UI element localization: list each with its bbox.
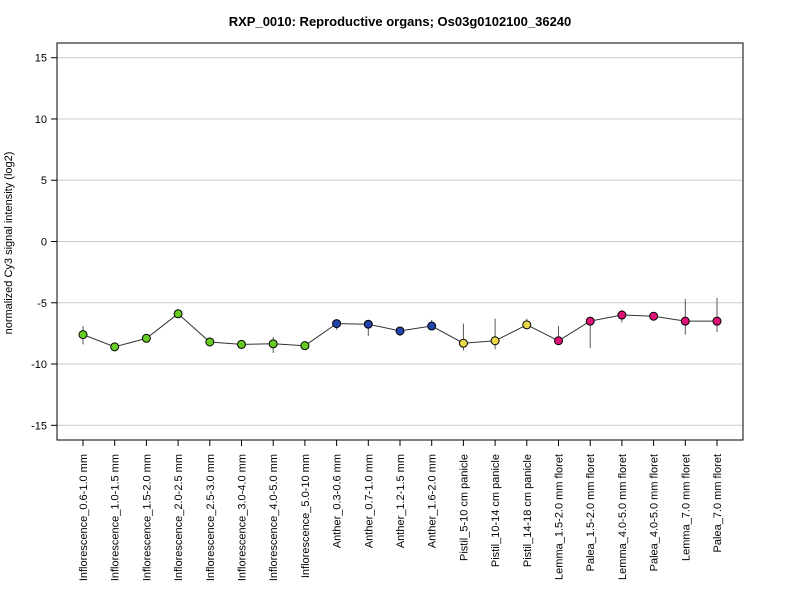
x-tick-label: Inflorescence_1.0-1.5 mm [110, 454, 122, 581]
data-point [617, 310, 627, 320]
plot-frame [56, 42, 744, 441]
y-tick-label: 15 [35, 53, 47, 65]
x-tick-label: Lemma_4.0-5.0 mm floret [617, 454, 629, 580]
gridlines [57, 57, 743, 426]
x-tick-label: Inflorescence_0.6-1.0 mm [78, 454, 90, 581]
data-point [363, 319, 373, 329]
data-point [712, 316, 722, 326]
x-tick-label: Inflorescence_2.5-3.0 mm [205, 454, 217, 581]
data-point [649, 311, 659, 321]
x-tick-label: Palea_7.0 mm floret [712, 454, 724, 552]
x-tick-label: Inflorescence_4.0-5.0 mm [268, 454, 280, 581]
x-tick-label: Pistil_10-14 cm panicle [490, 454, 502, 567]
x-tick-label: Lemma_1.5-2.0 mm floret [554, 454, 566, 580]
data-point [78, 330, 88, 340]
data-point [332, 319, 342, 329]
x-tick-label: Anther_0.3-0.6 mm [332, 454, 344, 548]
x-tick-label: Inflorescence_2.0-2.5 mm [173, 454, 185, 581]
data-point [300, 341, 310, 351]
x-tick-label: Pistil_5-10 cm panicle [458, 454, 470, 561]
data-point [141, 333, 151, 343]
x-axis: Inflorescence_0.6-1.0 mm Inflorescence_1.… [78, 440, 724, 581]
x-tick-label: Anther_1.2-1.5 mm [395, 454, 407, 548]
y-tick-label: -15 [31, 420, 47, 432]
data-point [268, 339, 278, 349]
x-tick-label: Palea_1.5-2.0 mm floret [585, 454, 597, 571]
data-point [427, 321, 437, 331]
x-tick-label: Palea_4.0-5.0 mm floret [649, 454, 661, 571]
chart-title: RXP_0010: Reproductive organs; Os03g0102… [229, 14, 572, 29]
x-tick-label: Inflorescence_3.0-4.0 mm [237, 454, 249, 581]
data-point [585, 316, 595, 326]
data-point [110, 342, 120, 352]
data-point [237, 339, 246, 349]
x-tick-label: Pistil_14-18 cm panicle [522, 454, 534, 567]
y-tick-label: 10 [35, 114, 47, 126]
y-tick-label: -10 [31, 359, 47, 371]
data-point [490, 336, 500, 346]
data-point [395, 326, 405, 336]
x-tick-label: Anther_1.6-2.0 mm [427, 454, 439, 548]
x-tick-label: Lemma_7.0 mm floret [680, 454, 692, 561]
data-point [205, 337, 215, 347]
y-tick-label: 5 [41, 175, 47, 187]
data-point [522, 320, 532, 330]
data-point [680, 316, 690, 326]
x-tick-label: Anther_0.7-1.0 mm [363, 454, 375, 548]
data-point [173, 309, 183, 319]
y-tick-label: -5 [37, 298, 47, 310]
series-expression [78, 297, 722, 354]
data-point [554, 336, 563, 346]
x-tick-label: Inflorescence_1.5-2.0 mm [141, 454, 153, 581]
y-axis-label: normalized Cy3 signal intensity (log2) [3, 152, 15, 335]
y-axis: -15 -10 -5 0 5 10 15 [31, 53, 57, 432]
x-tick-label: Inflorescence_5.0-10 mm [300, 454, 312, 578]
data-point [458, 338, 468, 348]
y-tick-label: 0 [41, 237, 47, 249]
